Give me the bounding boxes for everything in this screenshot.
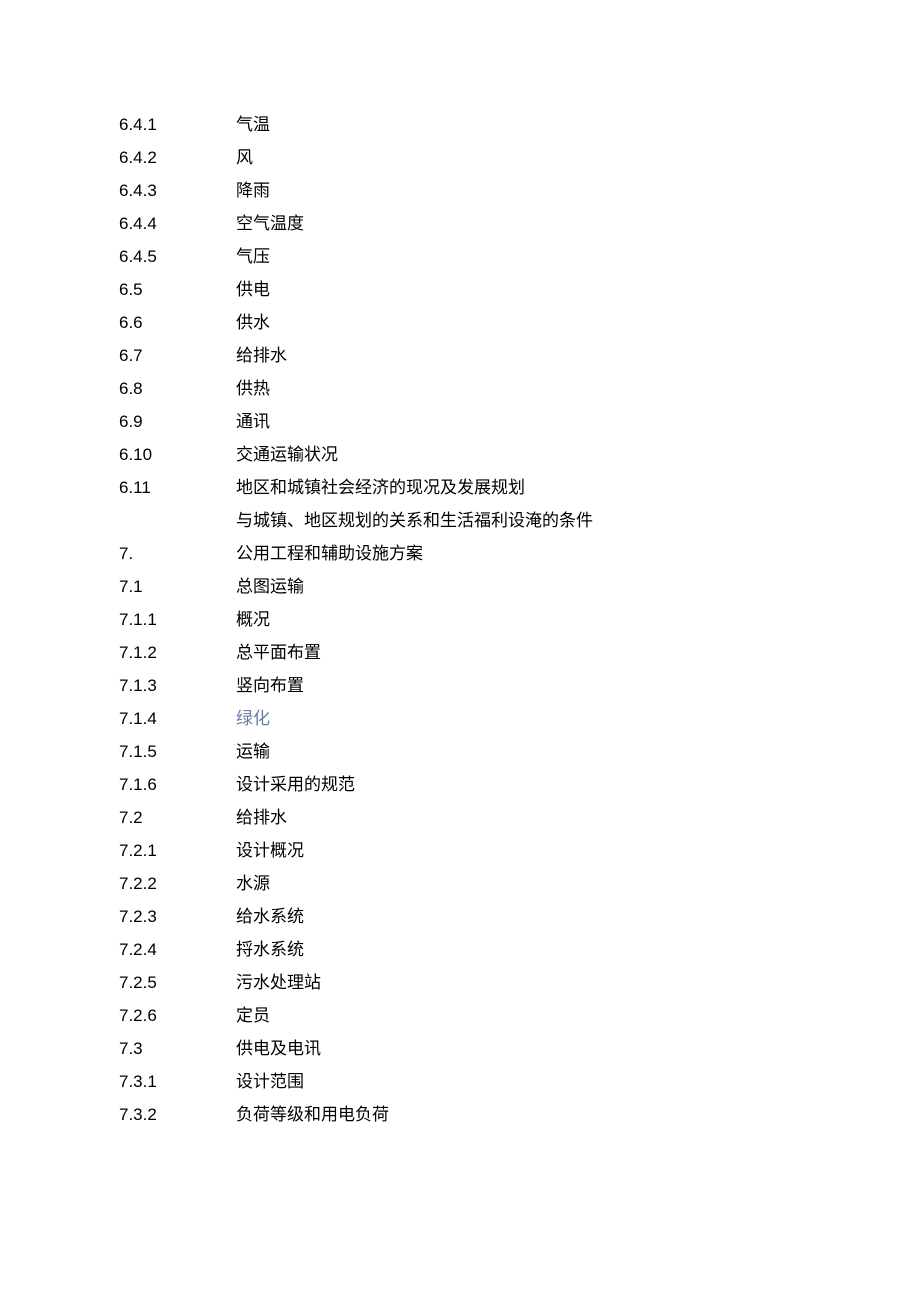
toc-number: 7.2.3 xyxy=(119,907,236,927)
table-of-contents: 6.4.1气温6.4.2风6.4.3降雨6.4.4空气温度6.4.5气压6.5供… xyxy=(119,110,920,1133)
toc-row: 7.3供电及电讯 xyxy=(119,1034,920,1067)
toc-number: 7.1.3 xyxy=(119,676,236,696)
toc-row: 7.2.3给水系统 xyxy=(119,902,920,935)
toc-title: 竖向布置 xyxy=(236,671,304,696)
toc-title: 供热 xyxy=(236,374,270,399)
toc-number: 6.6 xyxy=(119,313,236,333)
toc-number: 6.4.2 xyxy=(119,148,236,168)
toc-title: 公用工程和辅助设施方案 xyxy=(236,539,423,564)
toc-row: 6.8供热 xyxy=(119,374,920,407)
toc-row: 6.11地区和城镇社会经济的现况及发展规划 xyxy=(119,473,920,506)
toc-title: 供水 xyxy=(236,308,270,333)
toc-number: 7.1.6 xyxy=(119,775,236,795)
toc-title: 设计概况 xyxy=(236,836,304,861)
toc-number: 6.4.5 xyxy=(119,247,236,267)
toc-row: 7.2给排水 xyxy=(119,803,920,836)
toc-row: 6.6供水 xyxy=(119,308,920,341)
toc-title: 气温 xyxy=(236,110,270,135)
toc-row: 7.2.6定员 xyxy=(119,1001,920,1034)
toc-title: 供电及电讯 xyxy=(236,1034,321,1059)
toc-number: 6.5 xyxy=(119,280,236,300)
toc-title: 空气温度 xyxy=(236,209,304,234)
toc-number: 7. xyxy=(119,544,236,564)
toc-row: 7.3.2负荷等级和用电负荷 xyxy=(119,1100,920,1133)
toc-number: 7.2 xyxy=(119,808,236,828)
toc-number: 7.1.1 xyxy=(119,610,236,630)
toc-title: 降雨 xyxy=(236,176,270,201)
toc-number: 6.4.3 xyxy=(119,181,236,201)
toc-title: 运输 xyxy=(236,737,270,762)
toc-row: 7.公用工程和辅助设施方案 xyxy=(119,539,920,572)
toc-number: 6.4.1 xyxy=(119,115,236,135)
toc-row: 6.4.2风 xyxy=(119,143,920,176)
toc-row: 7.2.2水源 xyxy=(119,869,920,902)
toc-title: 交通运输状况 xyxy=(236,440,338,465)
toc-row: 7.2.5污水处理站 xyxy=(119,968,920,1001)
toc-number: 7.2.6 xyxy=(119,1006,236,1026)
toc-number: 7.2.2 xyxy=(119,874,236,894)
toc-row: 7.1总图运输 xyxy=(119,572,920,605)
toc-title: 气压 xyxy=(236,242,270,267)
toc-number: 7.3.1 xyxy=(119,1072,236,1092)
toc-number: 7.3.2 xyxy=(119,1105,236,1125)
toc-row: 6.9通讯 xyxy=(119,407,920,440)
toc-number: 7.1.4 xyxy=(119,709,236,729)
toc-title: 负荷等级和用电负荷 xyxy=(236,1100,389,1125)
toc-row: 6.7给排水 xyxy=(119,341,920,374)
toc-row: 6.10交通运输状况 xyxy=(119,440,920,473)
toc-number: 6.11 xyxy=(119,478,236,498)
toc-row: 7.2.1设计概况 xyxy=(119,836,920,869)
toc-number: 6.10 xyxy=(119,445,236,465)
toc-row: 7.2.4捋水系统 xyxy=(119,935,920,968)
toc-number: 6.8 xyxy=(119,379,236,399)
toc-title: 与城镇、地区规划的关系和生活福利设淹的条件 xyxy=(236,506,593,531)
toc-title: 给排水 xyxy=(236,803,287,828)
toc-title: 定员 xyxy=(236,1001,270,1026)
toc-number: 7.1 xyxy=(119,577,236,597)
toc-number: 7.2.4 xyxy=(119,940,236,960)
toc-title: 概况 xyxy=(236,605,270,630)
toc-row: 6.4.3降雨 xyxy=(119,176,920,209)
toc-row: 7.1.6设计采用的规范 xyxy=(119,770,920,803)
toc-row: 7.1.4绿化 xyxy=(119,704,920,737)
toc-number: 7.2.1 xyxy=(119,841,236,861)
toc-title: 通讯 xyxy=(236,407,270,432)
toc-title: 设计采用的规范 xyxy=(236,770,355,795)
toc-number: 7.2.5 xyxy=(119,973,236,993)
toc-title: 污水处理站 xyxy=(236,968,321,993)
toc-title[interactable]: 绿化 xyxy=(236,704,270,729)
toc-number: 7.1.2 xyxy=(119,643,236,663)
toc-number: 6.9 xyxy=(119,412,236,432)
toc-row: 7.1.5运输 xyxy=(119,737,920,770)
toc-row: 6.11与城镇、地区规划的关系和生活福利设淹的条件 xyxy=(119,506,920,539)
toc-title: 供电 xyxy=(236,275,270,300)
toc-row: 7.1.1概况 xyxy=(119,605,920,638)
toc-title: 总图运输 xyxy=(236,572,304,597)
toc-title: 总平面布置 xyxy=(236,638,321,663)
toc-title: 风 xyxy=(236,143,253,168)
toc-number: 6.4.4 xyxy=(119,214,236,234)
toc-row: 7.3.1设计范围 xyxy=(119,1067,920,1100)
toc-number: 6.7 xyxy=(119,346,236,366)
toc-row: 6.5供电 xyxy=(119,275,920,308)
toc-row: 6.4.1气温 xyxy=(119,110,920,143)
toc-row: 7.1.3竖向布置 xyxy=(119,671,920,704)
toc-title: 给排水 xyxy=(236,341,287,366)
toc-title: 设计范围 xyxy=(236,1067,304,1092)
toc-row: 6.4.5气压 xyxy=(119,242,920,275)
toc-title: 给水系统 xyxy=(236,902,304,927)
toc-number: 7.3 xyxy=(119,1039,236,1059)
toc-row: 6.4.4空气温度 xyxy=(119,209,920,242)
toc-title: 地区和城镇社会经济的现况及发展规划 xyxy=(236,473,525,498)
toc-title: 捋水系统 xyxy=(236,935,304,960)
toc-number: 7.1.5 xyxy=(119,742,236,762)
toc-title: 水源 xyxy=(236,869,270,894)
toc-row: 7.1.2总平面布置 xyxy=(119,638,920,671)
